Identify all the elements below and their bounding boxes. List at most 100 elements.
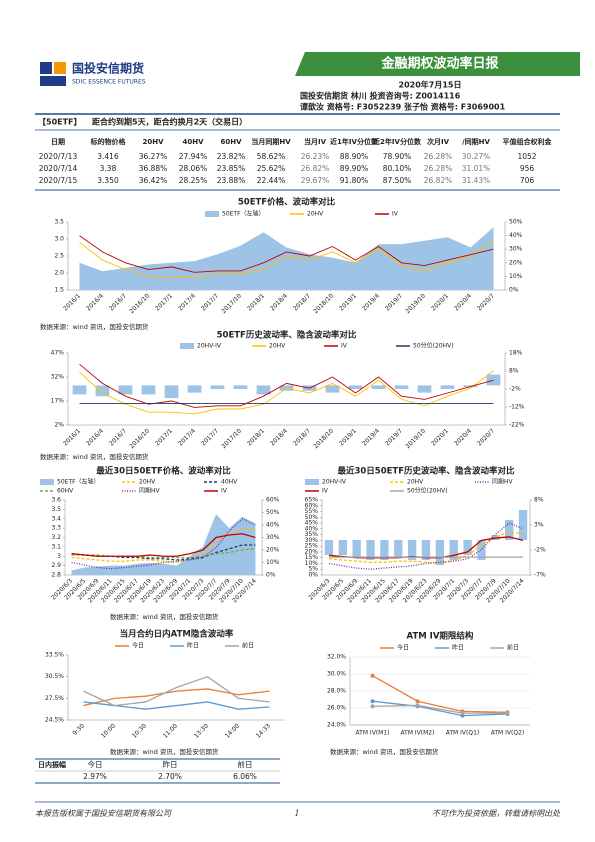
bar (407, 540, 417, 560)
table-cell: 23.82% (217, 152, 246, 161)
amplitude-header: 今日 (88, 759, 103, 769)
y-tick-label: 65% (305, 497, 319, 504)
table-header: 平值组合权利金 (503, 137, 553, 146)
y-tick-label: 8% (534, 497, 544, 504)
x-tick-label: 13:30 (193, 722, 210, 739)
point (370, 699, 375, 704)
legend-label: 50分位(20HV) (413, 342, 454, 350)
table-cell: 36.42% (139, 176, 168, 185)
y-tick-label: 30% (509, 246, 523, 253)
x-tick-label: ATM IV(Q1) (446, 730, 479, 737)
bar (366, 540, 375, 560)
point (505, 711, 510, 716)
x-tick-label: 2018/4 (269, 292, 289, 312)
table-cell: 91.80% (340, 176, 369, 185)
x-tick-label: 2018/10 (312, 427, 335, 450)
table-cell: 36.27% (139, 152, 168, 161)
bar (72, 385, 87, 395)
legend-label: 20HV-IV (322, 479, 347, 486)
bar (486, 374, 501, 386)
y-tick-label: 35% (305, 531, 319, 538)
table-cell: 87.50% (383, 176, 412, 185)
report-date: 2020年7月15日 (399, 80, 462, 90)
chart-title: 50ETF价格、波动率对比 (238, 197, 336, 208)
y-tick-label: 30.5% (45, 673, 64, 680)
analyst-line: 国投安信期货 林川 投资咨询号: Z0014116 (300, 91, 461, 101)
bar (394, 385, 409, 389)
line (71, 517, 256, 570)
x-tick-label: 2019/4 (361, 292, 381, 312)
x-tick-label: 2016/7 (108, 427, 128, 447)
y-tick-label: 10% (305, 560, 319, 567)
bar (118, 385, 133, 395)
y-tick-label: 30% (266, 534, 280, 541)
y-tick-label: 55% (305, 508, 319, 515)
y-tick-label: 32.0% (327, 654, 346, 661)
point (370, 704, 375, 709)
legend-swatch (305, 479, 319, 485)
y-tick-label: 20% (266, 547, 280, 554)
footer-left: 本报告版权属于国投安信期货有限公司 (35, 809, 172, 818)
logo-en: SDIC ESSENCE FUTURES (72, 79, 146, 86)
line (79, 363, 494, 408)
table-cell: 956 (520, 164, 535, 173)
bar (164, 385, 179, 398)
table-cell: 29.67% (301, 176, 330, 185)
y-tick-label: 32% (51, 374, 65, 381)
table-cell: 3.350 (97, 176, 119, 185)
table-header: 当月同期HV (251, 137, 291, 146)
data-source: 数据来源：wind 资讯，国投安信期货 (110, 612, 219, 621)
legend-label: 50ETF（左轴） (222, 210, 265, 218)
y-tick-label: 3.1 (51, 543, 61, 550)
y-tick-label: 25% (305, 543, 319, 550)
table-cell: 26.82% (424, 176, 453, 185)
x-tick-label: 2020/7 (476, 292, 496, 312)
line (328, 531, 524, 565)
x-tick-label: 2016/10 (128, 292, 151, 315)
table-header: 日期 (51, 137, 65, 146)
line (83, 675, 270, 707)
x-tick-label: 2017/4 (177, 292, 197, 312)
legend-label: 60HV (57, 488, 74, 495)
x-tick-label: 2016/4 (85, 427, 105, 447)
area (71, 514, 256, 575)
x-tick-label: 2016/10 (128, 427, 151, 450)
x-tick-label: 14:00 (224, 722, 241, 739)
point (370, 673, 375, 678)
y-tick-label: 2.0 (54, 270, 64, 277)
table-header: 当月IV (304, 137, 327, 146)
x-tick-label: 2019/10 (404, 292, 427, 315)
table-cell: 1052 (517, 152, 536, 161)
line (372, 700, 508, 717)
footer-right: 不可作为投资依据，转载请标明出处 (432, 809, 561, 818)
y-tick-label: 24.5% (45, 717, 64, 724)
bar (518, 510, 528, 540)
table-header: 60HV (220, 138, 242, 146)
amplitude-value: 2.70% (158, 772, 182, 781)
x-tick-label: 2018/4 (269, 427, 289, 447)
y-tick-label: 2.8 (51, 572, 61, 579)
x-tick-label: 14:33 (255, 722, 272, 739)
x-tick-label: 2019/7 (384, 292, 404, 312)
legend-label: 20HV-IV (197, 343, 222, 350)
point (415, 699, 420, 704)
table-cell: 26.28% (424, 164, 453, 173)
y-tick-label: 40% (266, 522, 280, 529)
legend-label: 昨日 (187, 642, 199, 650)
table-cell: 89.90% (340, 164, 369, 173)
table-cell: 2020/7/13 (39, 152, 78, 161)
legend-label: IV (341, 343, 348, 350)
x-tick-label: 11:00 (162, 722, 179, 739)
data-source: 数据来源：wind 资讯，国投安信期货 (40, 322, 149, 331)
contract-tag: 【50ETF】 (38, 117, 82, 127)
y-tick-label: -22% (509, 422, 525, 429)
legend-label: IV (221, 488, 228, 495)
banner-title: 金融期权波动率日报 (380, 56, 499, 72)
table-cell: 23.85% (217, 164, 246, 173)
bar (141, 385, 156, 395)
legend-label: 同期HV (492, 478, 514, 486)
x-tick-label: 9:30 (71, 722, 86, 737)
bar (324, 540, 334, 555)
bar (421, 540, 431, 560)
